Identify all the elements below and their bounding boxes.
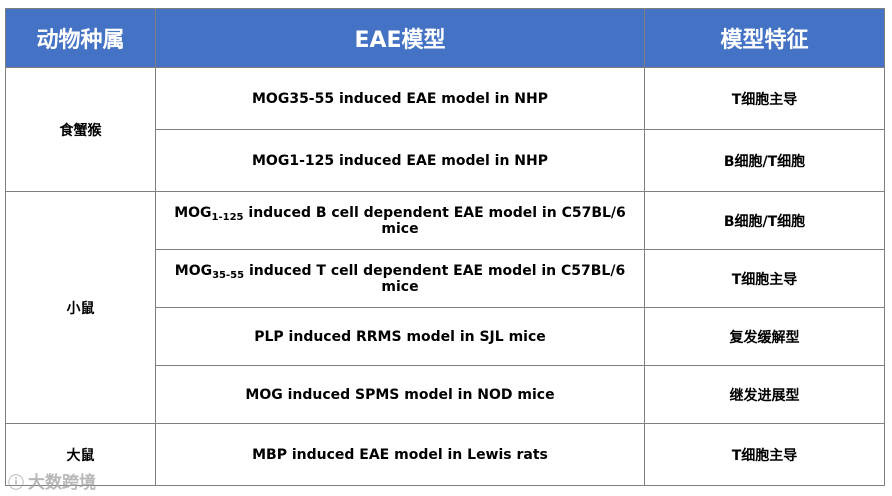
model-cell: PLP induced RRMS model in SJL mice — [155, 307, 645, 366]
table-row: MOG1-125 induced EAE model in NHP B细胞/T细… — [6, 129, 885, 192]
model-suffix: induced B cell dependent EAE model in C5… — [243, 204, 626, 237]
table-row: 食蟹猴 MOG35-55 induced EAE model in NHP T细… — [5, 67, 885, 192]
table-row: 大鼠 MBP induced EAE model in Lewis rats T… — [5, 423, 885, 486]
feature-cell: B细胞/T细胞 — [644, 129, 885, 192]
model-prefix: MOG — [174, 204, 212, 221]
feature-cell: B细胞/T细胞 — [644, 191, 885, 250]
model-cell: MOG induced SPMS model in NOD mice — [155, 365, 645, 424]
model-suffix: induced T cell dependent EAE model in C5… — [244, 262, 626, 295]
table-row: MOG35-55 induced T cell dependent EAE mo… — [6, 249, 885, 308]
model-subscript: 1-125 — [211, 211, 244, 223]
model-cell: MBP induced EAE model in Lewis rats — [155, 423, 645, 486]
feature-cell: 复发缓解型 — [644, 307, 885, 366]
feature-cell: T细胞主导 — [644, 67, 885, 130]
model-cell: MOG35-55 induced EAE model in NHP — [155, 67, 645, 130]
model-cell: MOG35-55 induced T cell dependent EAE mo… — [155, 249, 645, 308]
header-species: 动物种属 — [5, 8, 156, 68]
model-cell: MOG1-125 induced B cell dependent EAE mo… — [155, 191, 645, 250]
table-row: 小鼠 MOG1-125 induced B cell dependent EAE… — [5, 191, 885, 424]
header-model-feature: 模型特征 — [644, 8, 885, 68]
species-cell-rat: 大鼠 — [5, 423, 156, 486]
model-cell: MOG1-125 induced EAE model in NHP — [155, 129, 645, 192]
feature-cell: T细胞主导 — [644, 249, 885, 308]
feature-cell: T细胞主导 — [644, 423, 885, 486]
watermark-text: 大数跨境 — [28, 473, 97, 493]
eae-model-table: 动物种属 EAE模型 模型特征 食蟹猴 MOG35-55 induced EAE… — [5, 8, 885, 486]
watermark-logo-icon: ⓘ — [8, 472, 25, 492]
model-subscript: 35-55 — [212, 269, 245, 281]
watermark: ⓘ 大数跨境 — [8, 468, 97, 494]
table-row: MOG induced SPMS model in NOD mice 继发进展型 — [6, 365, 885, 424]
species-cell-cynomolgus: 食蟹猴 — [5, 67, 156, 192]
table-header-row: 动物种属 EAE模型 模型特征 — [5, 8, 885, 68]
model-prefix: MOG — [174, 262, 213, 279]
header-eae-model: EAE模型 — [155, 8, 645, 68]
table-row: PLP induced RRMS model in SJL mice 复发缓解型 — [6, 307, 885, 366]
species-cell-mouse: 小鼠 — [5, 191, 156, 424]
feature-cell: 继发进展型 — [644, 365, 885, 424]
